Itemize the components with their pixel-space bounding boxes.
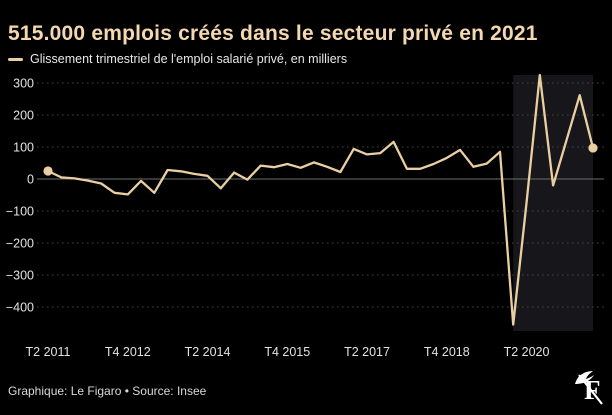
y-tick-label: 0 [27, 173, 34, 187]
x-tick-label: T4 2015 [264, 345, 310, 359]
legend-label: Glissement trimestriel de l'emploi salar… [30, 52, 348, 66]
chart-title: 515.000 emplois créés dans le secteur pr… [8, 22, 538, 46]
x-tick-label: T4 2012 [105, 345, 151, 359]
x-tick-label: T4 2018 [424, 345, 470, 359]
y-tick-label: 100 [13, 141, 34, 155]
highlight-band [513, 75, 593, 331]
point-marker [588, 143, 598, 153]
le-figaro-logo-icon: F [575, 371, 603, 405]
y-tick-label: −300 [6, 269, 34, 283]
chart-legend: Glissement trimestriel de l'emploi salar… [8, 52, 347, 66]
series-line [46, 73, 595, 326]
point-marker [43, 166, 53, 176]
y-tick-label: −100 [6, 205, 34, 219]
chart-credit: Graphique: Le Figaro • Source: Insee [8, 384, 207, 398]
quill-feather-icon [575, 371, 594, 384]
y-tick-label: −200 [6, 237, 34, 251]
svg-text:F: F [584, 375, 601, 405]
y-tick-label: −400 [6, 301, 34, 315]
y-tick-label: 300 [13, 77, 34, 91]
legend-line-swatch-icon [8, 57, 23, 61]
y-tick-label: 200 [13, 109, 34, 123]
x-tick-label: T2 2020 [504, 345, 550, 359]
x-tick-label: T2 2014 [185, 345, 231, 359]
x-tick-label: T2 2017 [344, 345, 390, 359]
x-tick-label: T2 2011 [26, 345, 71, 359]
